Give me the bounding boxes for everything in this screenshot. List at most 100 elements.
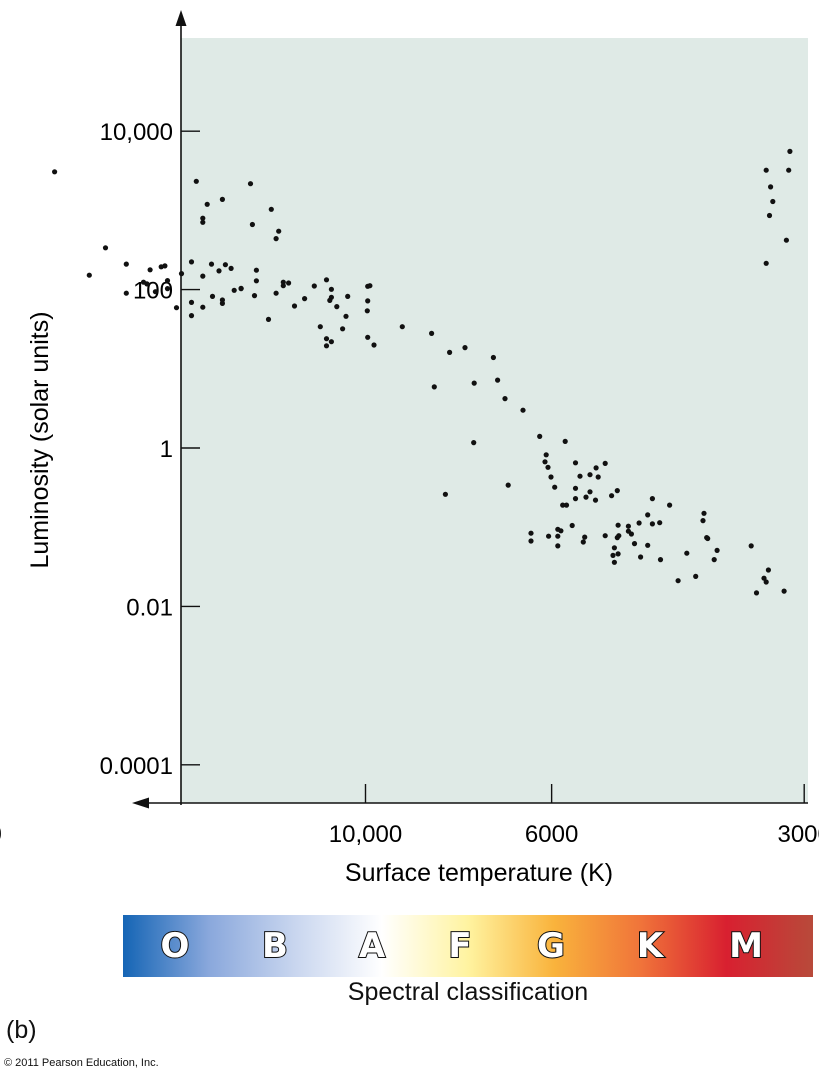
star-point: [787, 148, 793, 154]
star-point: [273, 290, 279, 296]
star-point: [365, 298, 371, 304]
star-point: [265, 316, 272, 322]
star-point: [323, 277, 330, 283]
y-tick-label: 0.0001: [100, 753, 173, 780]
spectral-class-a: A: [358, 925, 386, 967]
star-point: [528, 538, 534, 544]
star-point: [188, 259, 195, 265]
x-axis-label: Surface temperature (K): [345, 859, 613, 887]
spectral-class-f: F: [447, 925, 472, 967]
star-point: [631, 541, 638, 547]
star-point: [219, 300, 225, 306]
star-point: [611, 545, 618, 551]
star-point: [219, 196, 225, 202]
star-point: [216, 268, 222, 274]
spectral-class-g: G: [536, 925, 566, 967]
x-axis-arrow: [132, 797, 149, 809]
star-point: [761, 575, 767, 581]
star-point: [693, 573, 699, 580]
star-point: [545, 464, 551, 470]
star-point: [249, 221, 255, 228]
star-point: [684, 550, 690, 556]
star-point: [365, 334, 371, 340]
star-point: [786, 167, 792, 173]
star-point: [675, 578, 681, 584]
star-point: [667, 502, 673, 508]
star-point: [286, 280, 292, 286]
star-point: [471, 440, 477, 446]
spectral-class-o: O: [160, 925, 191, 967]
star-point: [193, 178, 199, 184]
star-point: [291, 303, 298, 309]
star-point: [577, 473, 583, 479]
y-axis-arrow: [175, 10, 187, 26]
star-point: [645, 542, 651, 548]
star-point: [592, 497, 599, 503]
star-point: [580, 539, 586, 545]
star-point: [572, 485, 579, 491]
star-point: [302, 296, 308, 302]
star-point: [123, 261, 129, 267]
star-point: [247, 181, 254, 187]
star-point: [537, 433, 543, 439]
star-point: [611, 559, 618, 565]
star-point: [638, 554, 644, 560]
star-point: [555, 526, 561, 532]
star-point: [610, 552, 616, 559]
star-point: [657, 520, 663, 526]
star-point: [781, 588, 787, 594]
star-point: [317, 324, 323, 330]
star-point: [768, 184, 774, 190]
star-point: [429, 330, 435, 336]
star-point: [563, 502, 570, 508]
spectral-class-k: K: [636, 925, 664, 967]
star-point: [490, 354, 496, 361]
star-point: [505, 482, 511, 488]
x-tick-label: 10,000: [329, 821, 402, 848]
star-point: [701, 510, 707, 516]
star-point: [399, 324, 405, 330]
star-point: [447, 349, 453, 355]
star-point: [542, 459, 548, 465]
star-point: [602, 460, 608, 466]
star-point: [763, 579, 769, 585]
star-point: [602, 533, 608, 539]
star-point: [123, 290, 129, 296]
star-point: [208, 261, 215, 267]
star-point: [593, 465, 599, 471]
data-points: [52, 148, 793, 596]
star-point: [280, 283, 286, 289]
star-point: [52, 169, 58, 175]
spectral-classification-label: Spectral classification: [347, 978, 589, 1006]
star-point: [495, 377, 501, 383]
star-point: [311, 283, 317, 289]
star-point: [765, 567, 772, 573]
star-point: [238, 286, 244, 292]
star-point: [615, 551, 621, 557]
star-point: [327, 297, 333, 303]
x-axis-ticks: 30,000 10,000 6000 3000: [0, 784, 819, 848]
star-point: [200, 304, 206, 310]
star-point: [766, 212, 773, 219]
panel-label: (b): [6, 1016, 37, 1044]
star-point: [649, 496, 656, 502]
star-point: [609, 493, 615, 499]
copyright-notice: © 2011 Pearson Education, Inc.: [4, 1057, 159, 1069]
star-point: [555, 543, 561, 549]
star-point: [555, 533, 561, 539]
star-point: [231, 287, 237, 293]
star-point: [188, 313, 195, 319]
star-point: [546, 533, 552, 539]
y-axis-label: Luminosity (solar units): [26, 311, 54, 568]
star-point: [636, 520, 642, 526]
star-point: [625, 523, 632, 529]
star-point: [222, 262, 228, 268]
star-point: [704, 535, 710, 541]
star-point: [343, 313, 349, 319]
star-point: [582, 534, 588, 540]
star-point: [273, 236, 279, 242]
star-point: [569, 522, 575, 529]
star-point: [502, 396, 508, 402]
y-tick-label: 1: [160, 436, 173, 463]
